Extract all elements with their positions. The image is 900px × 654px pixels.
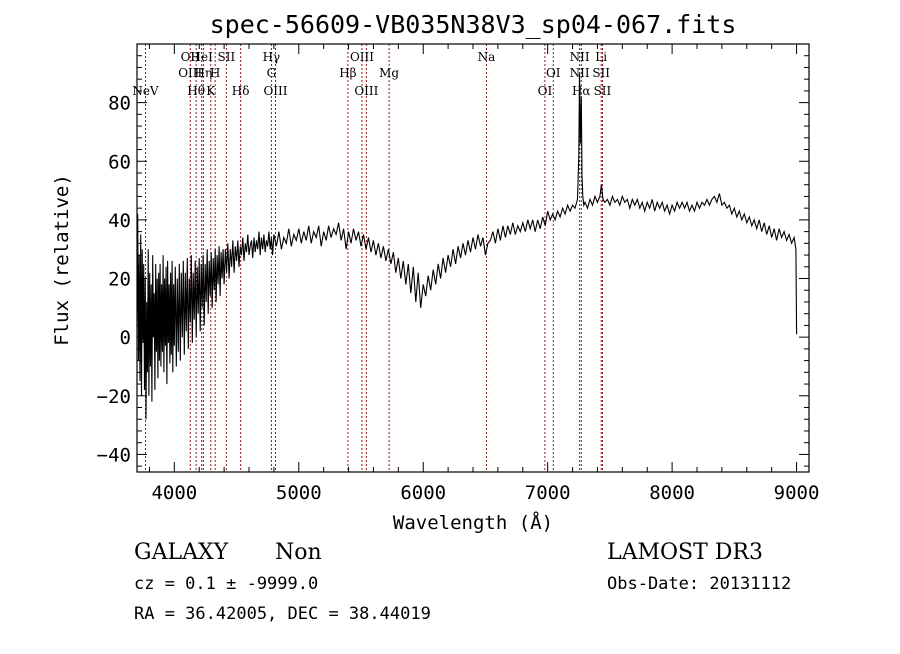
line-label: Li — [595, 50, 607, 64]
observation-date: Obs-Date: 20131112 — [607, 574, 791, 594]
line-label: HeI — [191, 50, 214, 64]
line-label: Hθ — [187, 84, 205, 98]
line-label: Mg — [379, 66, 399, 80]
line-label: OI — [546, 66, 561, 80]
line-label: Hβ — [339, 66, 356, 80]
y-tick-label: 40 — [108, 210, 131, 232]
y-tick-label: 0 — [120, 327, 131, 349]
object-class: GALAXY — [134, 540, 229, 565]
x-tick-label: 4000 — [151, 482, 197, 504]
line-label: NII — [570, 66, 590, 80]
y-tick-label: 80 — [108, 93, 131, 115]
y-tick-label: 60 — [108, 151, 131, 173]
line-label: SII — [592, 66, 610, 80]
x-tick-label: 6000 — [400, 482, 446, 504]
x-tick-label: 8000 — [649, 482, 695, 504]
axis-tick-labels: 4000 5000 6000 7000 8000 9000 −40 −20 0 20 40 60 80 — [97, 93, 820, 504]
chart-title: spec-56609-VB035N38V3_sp04-067.fits — [210, 10, 737, 39]
y-tick-label: −20 — [97, 386, 131, 408]
line-label: SII — [594, 84, 612, 98]
line-label: Na — [478, 50, 496, 64]
spectral-line-labels: NeV OII OIII Hθ HeI Hη KH SII Hδ Hγ G OIII Hβ OIII OII… — [132, 50, 611, 98]
x-tick-label: 7000 — [525, 482, 571, 504]
line-label: OIII — [178, 66, 202, 80]
line-label: NeV — [132, 84, 159, 98]
line-label: OII — [181, 50, 201, 64]
y-tick-label: −40 — [97, 444, 131, 466]
x-axis-label: Wavelength (Å) — [393, 511, 553, 534]
line-label: G — [267, 66, 277, 80]
axis-ticks — [137, 44, 809, 472]
x-tick-label: 9000 — [774, 482, 820, 504]
line-label: OIII — [354, 84, 378, 98]
line-label: OIII — [263, 84, 287, 98]
line-label: Hα — [572, 84, 591, 98]
line-label: Hδ — [232, 84, 250, 98]
line-label: OI — [538, 84, 553, 98]
line-label: K — [206, 84, 216, 98]
survey-name: LAMOST DR3 — [607, 540, 763, 565]
spectral-line-markers — [145, 44, 603, 472]
line-label: Hγ — [263, 50, 281, 64]
line-label: NII — [570, 50, 590, 64]
object-subclass: Non — [275, 540, 322, 565]
redshift-cz: cz = 0.1 ± -9999.0 — [134, 574, 318, 594]
y-tick-label: 20 — [108, 269, 131, 291]
coordinates: RA = 36.42005, DEC = 38.44019 — [134, 604, 431, 624]
line-label: Hη — [195, 66, 213, 80]
plot-frame — [136, 43, 810, 473]
spectrum-series — [136, 73, 798, 420]
line-label: OIII — [350, 50, 374, 64]
x-tick-label: 5000 — [276, 482, 322, 504]
line-label: SII — [217, 50, 235, 64]
y-axis-label: Flux (relative) — [51, 174, 73, 346]
line-label: H — [210, 66, 220, 80]
